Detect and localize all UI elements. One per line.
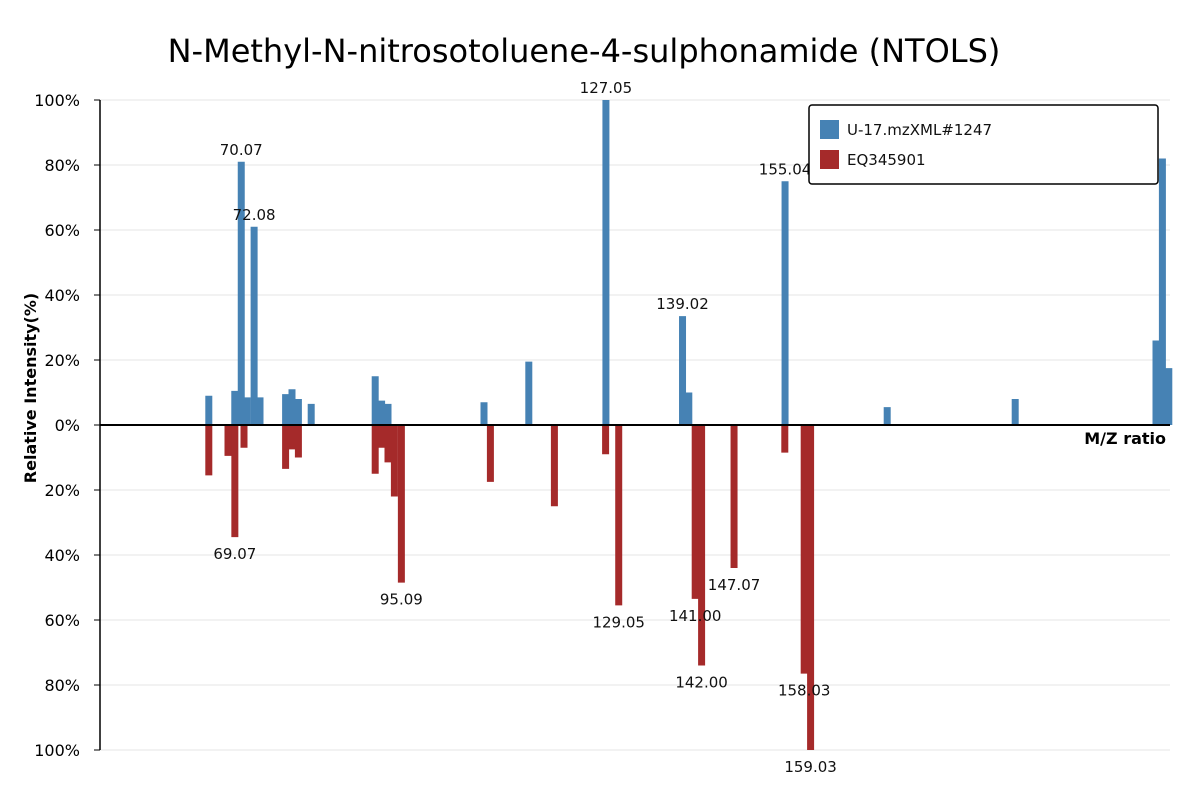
spectrum-bar-up bbox=[384, 403, 392, 425]
spectrum-bar-up bbox=[371, 376, 379, 425]
y-tick-label: 80% bbox=[44, 156, 80, 175]
spectrum-bar-up bbox=[237, 161, 245, 425]
peak-labels: 70.07 72.08 127.05 139.02 155.04 69.07 95.09 12… bbox=[213, 79, 836, 776]
spectrum-bar-down bbox=[698, 425, 706, 666]
legend-swatch-0 bbox=[820, 120, 839, 139]
spectrum-bar-down bbox=[231, 425, 239, 538]
spectrum-bar-down bbox=[397, 425, 405, 583]
peak-label: 95.09 bbox=[380, 591, 423, 609]
spectrum-bar-up bbox=[525, 361, 533, 425]
y-tick-label: 0% bbox=[55, 416, 80, 435]
spectrum-bar-up bbox=[243, 397, 251, 425]
spectrum-bar-down bbox=[550, 425, 558, 507]
spectrum-bar-up bbox=[307, 403, 315, 425]
y-tick-label: 20% bbox=[44, 481, 80, 500]
spectrum-bar-down bbox=[205, 425, 213, 476]
y-tick-label: 40% bbox=[44, 546, 80, 565]
y-tick-label: 40% bbox=[44, 286, 80, 305]
peak-label: 139.02 bbox=[656, 295, 709, 313]
spectrum-bar-down bbox=[240, 425, 248, 448]
spectrum-bar-down bbox=[807, 425, 815, 750]
legend-box bbox=[808, 104, 1159, 185]
legend: U-17.mzXML#1247 EQ345901 bbox=[808, 104, 1159, 185]
peak-label: 147.07 bbox=[708, 576, 761, 594]
spectrum-bar-up bbox=[294, 399, 302, 425]
spectrum-bar-up bbox=[883, 407, 891, 425]
spectrum-bar-up bbox=[679, 316, 687, 425]
spectrum-bar-up bbox=[288, 389, 296, 425]
spectrum-bar-up bbox=[256, 397, 264, 425]
spectrum-bar-down bbox=[224, 425, 232, 456]
spectrum-bar-up bbox=[480, 402, 488, 425]
spectrum-bar-up bbox=[781, 181, 789, 425]
y-tick-label: 20% bbox=[44, 351, 80, 370]
spectrum-bar-up bbox=[282, 394, 290, 425]
peak-label: 142.00 bbox=[675, 674, 728, 692]
y-tick-label: 60% bbox=[44, 611, 80, 630]
spectrum-bar-down bbox=[615, 425, 623, 606]
spectrum-bar-down bbox=[691, 425, 699, 599]
x-axis-title: M/Z ratio bbox=[1084, 429, 1166, 448]
spectrum-bar-up bbox=[602, 100, 610, 425]
spectrum-bar-down bbox=[378, 425, 386, 448]
y-tick-labels: 100% 80% 60% 40% 20% 0% 20% 40% 60% 80% 100% bbox=[34, 91, 100, 760]
y-tick-label: 60% bbox=[44, 221, 80, 240]
spectrum-bar-down bbox=[384, 425, 392, 463]
bars bbox=[205, 100, 1173, 750]
y-tick-label: 80% bbox=[44, 676, 80, 695]
spectrum-bar-up bbox=[231, 390, 239, 425]
peak-label: 155.04 bbox=[759, 160, 812, 178]
peak-label: 158.03 bbox=[778, 682, 831, 700]
spectrum-bar-up bbox=[1165, 368, 1173, 425]
spectrum-bar-up bbox=[1011, 399, 1019, 425]
spectrum-bar-down bbox=[486, 425, 494, 482]
y-axis-title: Relative Intensity(%) bbox=[21, 293, 40, 483]
legend-label-0: U-17.mzXML#1247 bbox=[847, 121, 992, 139]
axes bbox=[99, 100, 1170, 750]
spectrum-bar-down bbox=[294, 425, 302, 458]
chart-title: N-Methyl-N-nitrosotoluene-4-sulphonamide… bbox=[168, 32, 1001, 70]
spectrum-bar-down bbox=[282, 425, 290, 469]
spectrum-bar-down bbox=[730, 425, 738, 568]
peak-label: 127.05 bbox=[580, 79, 633, 97]
spectrum-bar-down bbox=[371, 425, 379, 474]
peak-label: 159.03 bbox=[784, 758, 837, 776]
peak-label: 141.00 bbox=[669, 607, 722, 625]
spectrum-bar-up bbox=[378, 400, 386, 425]
peak-label: 129.05 bbox=[592, 613, 645, 631]
peak-label: 70.07 bbox=[220, 141, 263, 159]
y-tick-label: 100% bbox=[34, 741, 80, 760]
spectrum-bar-down bbox=[390, 425, 398, 497]
spectrum-bar-down bbox=[800, 425, 808, 674]
peak-label: 72.08 bbox=[233, 206, 276, 224]
grid-lines bbox=[100, 99, 1170, 751]
spectrum-bar-up bbox=[1158, 158, 1166, 425]
spectrum-bar-up bbox=[205, 395, 213, 425]
peak-label: 69.07 bbox=[213, 545, 256, 563]
spectrum-bar-up bbox=[1152, 340, 1160, 425]
spectrum-bar-down bbox=[781, 425, 789, 453]
y-tick-label: 100% bbox=[34, 91, 80, 110]
legend-swatch-1 bbox=[820, 150, 839, 169]
spectrum-bar-up bbox=[250, 226, 258, 425]
legend-label-1: EQ345901 bbox=[847, 151, 926, 169]
spectrum-bar-down bbox=[602, 425, 610, 455]
spectrum-bar-down bbox=[288, 425, 296, 450]
spectrum-bar-up bbox=[685, 392, 693, 425]
